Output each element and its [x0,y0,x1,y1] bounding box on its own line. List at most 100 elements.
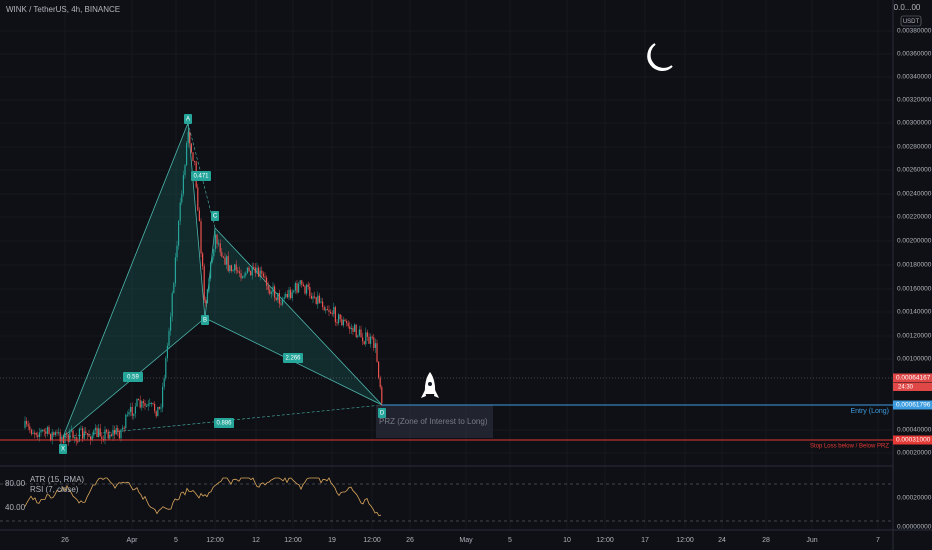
candle-body [141,401,143,408]
price-axis-label: 0.00140000 [897,309,932,316]
ratio-label: 0.59 [127,375,139,381]
candle-body [229,265,231,271]
candle-body [264,276,266,278]
price-tag-label: 0.00064167 [896,375,931,382]
candle-body [37,434,39,437]
candle-body [370,336,372,344]
candle-body [157,406,159,417]
candle-body [152,402,154,404]
price-tag [893,400,932,410]
candle-body [32,432,34,434]
ratio-box [123,372,143,382]
candle-body [171,293,173,317]
candle-body [253,266,255,268]
ratio-label: 2.266 [285,356,301,362]
candle-body [338,314,340,324]
candle-body [307,284,309,287]
candle-body [139,400,141,408]
currency-box[interactable] [900,15,922,27]
pattern-point: C [213,214,218,220]
candle-body [360,329,362,338]
candle-body [189,132,191,144]
candle-body [224,257,226,265]
candle-body [163,378,165,387]
price-axis-label: 0.00340000 [897,74,932,81]
price-axis-label: 0.00260000 [897,167,932,174]
candle-body [48,427,50,434]
candle-body [192,152,194,161]
candle-body [238,271,240,274]
indicator-axis-label: 0.00000000 [897,524,932,531]
time-axis-label: Jun [806,537,817,544]
candle-body [34,432,36,434]
candle-body [258,267,260,277]
prz-label: PRZ (Zone of Interest to Long) [379,417,488,426]
candle-body [58,432,60,434]
candle-body [302,284,304,287]
candle-body [246,267,248,274]
candle-body [318,295,320,303]
candle-body [107,431,109,439]
candle-body [277,292,279,300]
candle-body [136,398,138,407]
candle-body [312,296,314,299]
pattern-point-box [211,211,219,221]
candle-body [333,307,335,315]
candle-body [250,271,252,276]
pattern-point-box [59,444,67,454]
candles [24,130,383,447]
candle-body [67,434,69,442]
candle-body [240,273,242,279]
top-price: 0.0...00 [894,3,921,12]
candle-body [296,283,298,293]
time-axis-label: Apr [127,537,139,544]
candle-body [160,407,162,409]
candle-body [270,292,272,294]
candle-body [155,410,157,417]
candle-body [322,301,324,307]
candle-body [374,343,376,348]
candle-body [206,289,208,304]
candle-body [290,289,292,299]
candle-body [38,432,40,437]
stop-label: Stop Loss below / Below PRZ [810,444,889,450]
candle-body [78,428,80,442]
candle-body [325,309,327,311]
candle-body [24,421,26,428]
candle-body [98,428,100,438]
candle-body [211,256,213,263]
candle-body [304,286,306,294]
candle-body [202,253,204,267]
candle-body [45,431,47,434]
candle-body [182,175,184,194]
candle-body [309,286,311,296]
candle-body [168,330,170,346]
candle-body [110,434,112,436]
candle-body [187,132,189,144]
candle-body [274,286,276,298]
candle-body [219,243,221,253]
price-axis-label: 0.00240000 [897,191,932,198]
candle-body [344,319,346,322]
candle-body [301,280,303,285]
candle-body [130,406,132,413]
candle-body [232,270,234,272]
candle-body [365,332,367,345]
candle-body [213,249,215,257]
symbol-title: WINK / TetherUS, 4h, BINANCE [6,5,120,14]
price-axis-label: 0.00180000 [897,262,932,269]
candle-body [339,314,341,320]
currency[interactable]: USDT [903,19,920,25]
entry-label: Entry (Long) [850,408,889,415]
candle-body [128,412,130,415]
candle-body [43,429,45,432]
price-axis-label: 0.00160000 [897,286,932,293]
candle-body [346,321,348,324]
candle-body [293,290,295,293]
candle-body [144,403,146,406]
candle-body [275,297,277,300]
candle-body [181,193,183,203]
rsi-level: 80.00 [5,479,26,488]
candle-body [114,429,116,435]
labels: 0.00380000 0.00360000 0.00340000 0.00320000… [59,28,932,544]
